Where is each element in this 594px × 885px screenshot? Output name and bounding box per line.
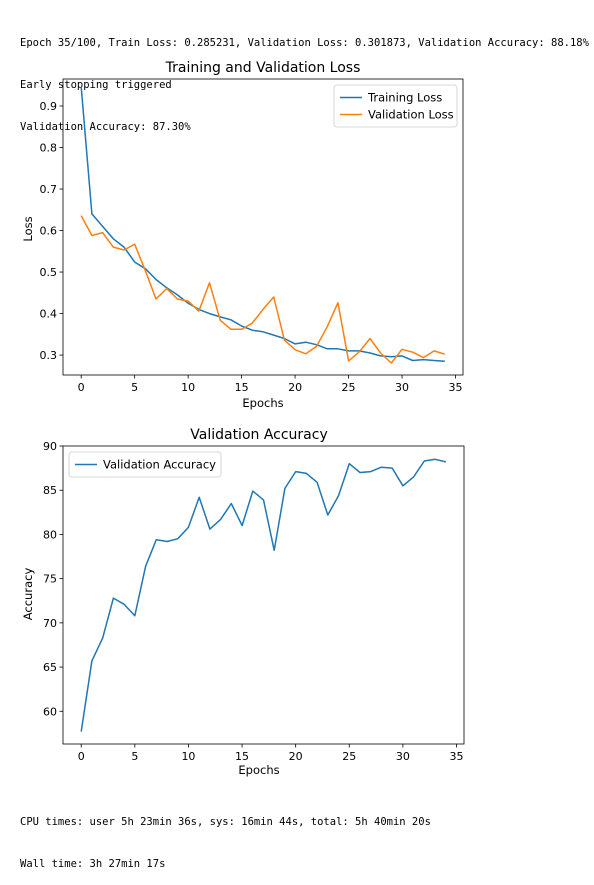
x-tick-label: 0 [78, 381, 85, 394]
log-line-wall-time: Wall time: 3h 27min 17s [20, 857, 431, 871]
plot-frame [63, 446, 464, 744]
y-axis-label: Loss [21, 216, 35, 241]
x-tick-label: 35 [449, 750, 463, 763]
series-line-0 [81, 459, 446, 731]
y-tick-label: 80 [43, 528, 57, 541]
x-tick-label: 20 [288, 381, 302, 394]
y-tick-label: 0.4 [40, 308, 58, 321]
y-tick-label: 0.8 [40, 141, 58, 154]
timing-output: CPU times: user 5h 23min 36s, sys: 16min… [0, 787, 431, 885]
log-line-cpu-times: CPU times: user 5h 23min 36s, sys: 16min… [20, 815, 431, 829]
loss-plot-area: 0 5 10 15 20 25 30 35 0.3 0.4 0.5 0.6 0.7 0.8 0.9 Train… [40, 79, 464, 394]
x-tick-label: 0 [78, 750, 85, 763]
x-tick-label: 10 [181, 381, 195, 394]
y-tick-label: 75 [43, 573, 57, 586]
x-tick-label: 25 [342, 381, 356, 394]
y-tick-label: 70 [43, 617, 57, 630]
legend: Validation Accuracy [69, 452, 221, 477]
x-tick-label: 15 [235, 381, 249, 394]
legend-label: Training Loss [367, 91, 442, 105]
legend: Training Loss Validation Loss [334, 85, 457, 127]
legend-label: Validation Accuracy [103, 458, 216, 472]
y-tick-label: 0.7 [40, 183, 58, 196]
chart-title: Training and Validation Loss [165, 60, 361, 76]
accuracy-plot-area: 0 5 10 15 20 25 30 35 60 65 70 75 80 85 90 Validation A… [43, 440, 464, 763]
y-tick-label: 90 [43, 440, 57, 453]
x-tick-label: 10 [181, 750, 195, 763]
y-tick-label: 60 [43, 705, 57, 718]
log-line-epoch: Epoch 35/100, Train Loss: 0.285231, Vali… [20, 36, 589, 50]
x-axis-label: Epochs [242, 396, 283, 410]
x-tick-label: 30 [396, 750, 410, 763]
x-tick-label: 20 [289, 750, 303, 763]
series-line-1 [81, 216, 445, 363]
chart-title: Validation Accuracy [190, 427, 328, 443]
legend-label: Validation Loss [368, 108, 454, 122]
x-tick-label: 15 [235, 750, 249, 763]
y-tick-label: 0.6 [40, 225, 58, 238]
x-tick-label: 35 [449, 381, 463, 394]
y-tick-label: 65 [43, 661, 57, 674]
y-tick-label: 0.9 [40, 100, 58, 113]
accuracy-chart: Validation Accuracy 0 5 10 15 20 25 30 35 60 65 70… [0, 424, 594, 780]
series-line-0 [81, 87, 445, 361]
y-tick-label: 0.5 [40, 266, 58, 279]
y-tick-label: 0.3 [40, 349, 58, 362]
x-tick-label: 5 [131, 381, 138, 394]
y-tick-label: 85 [43, 484, 57, 497]
x-axis-label: Epochs [238, 763, 279, 777]
y-axis-label: Accuracy [21, 568, 35, 621]
x-tick-label: 25 [342, 750, 356, 763]
loss-chart: Training and Validation Loss 0 5 10 15 20 25 3… [0, 56, 594, 416]
x-tick-label: 5 [131, 750, 138, 763]
x-tick-label: 30 [395, 381, 409, 394]
